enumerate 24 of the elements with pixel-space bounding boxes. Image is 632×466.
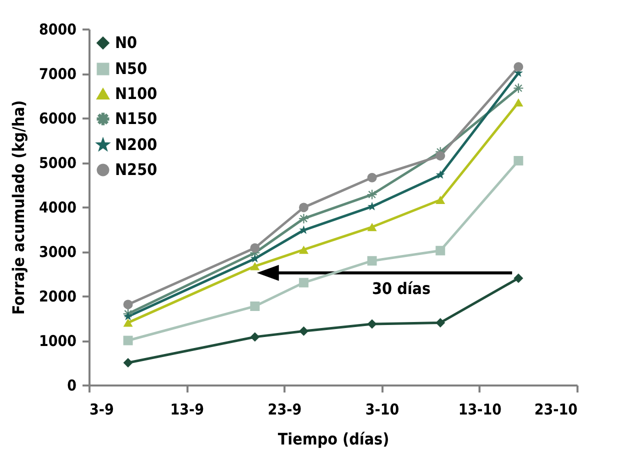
legend-label: N0: [115, 33, 138, 52]
y-tick-label: 4000: [38, 198, 76, 216]
y-tick-label: 5000: [38, 154, 76, 172]
x-tick-label: 13-10: [458, 400, 502, 418]
y-tick-label: 8000: [38, 20, 76, 38]
y-tick-label: 0: [67, 376, 76, 394]
x-tick-label: 13-9: [170, 400, 204, 418]
x-tick-label: 23-10: [534, 400, 578, 418]
y-tick-label: 1000: [38, 332, 76, 350]
legend-label: N100: [115, 84, 158, 103]
legend-label: N150: [115, 109, 158, 128]
y-axis-title: Forraje acumulado (kg/ha): [8, 100, 28, 315]
y-tick-label: 7000: [38, 65, 76, 83]
x-tick-label: 23-9: [268, 400, 302, 418]
x-tick-label: 3-9: [90, 400, 114, 418]
y-tick-label: 2000: [38, 288, 76, 306]
legend-label: N50: [115, 59, 148, 78]
x-axis-title: Tiempo (días): [278, 430, 390, 448]
y-tick-label: 6000: [38, 110, 76, 128]
legend-label: N200: [115, 135, 158, 154]
y-tick-label: 3000: [38, 243, 76, 261]
legend-label: N250: [115, 160, 158, 179]
annotation: 30 días: [372, 278, 431, 298]
x-tick-label: 3-10: [365, 400, 400, 418]
